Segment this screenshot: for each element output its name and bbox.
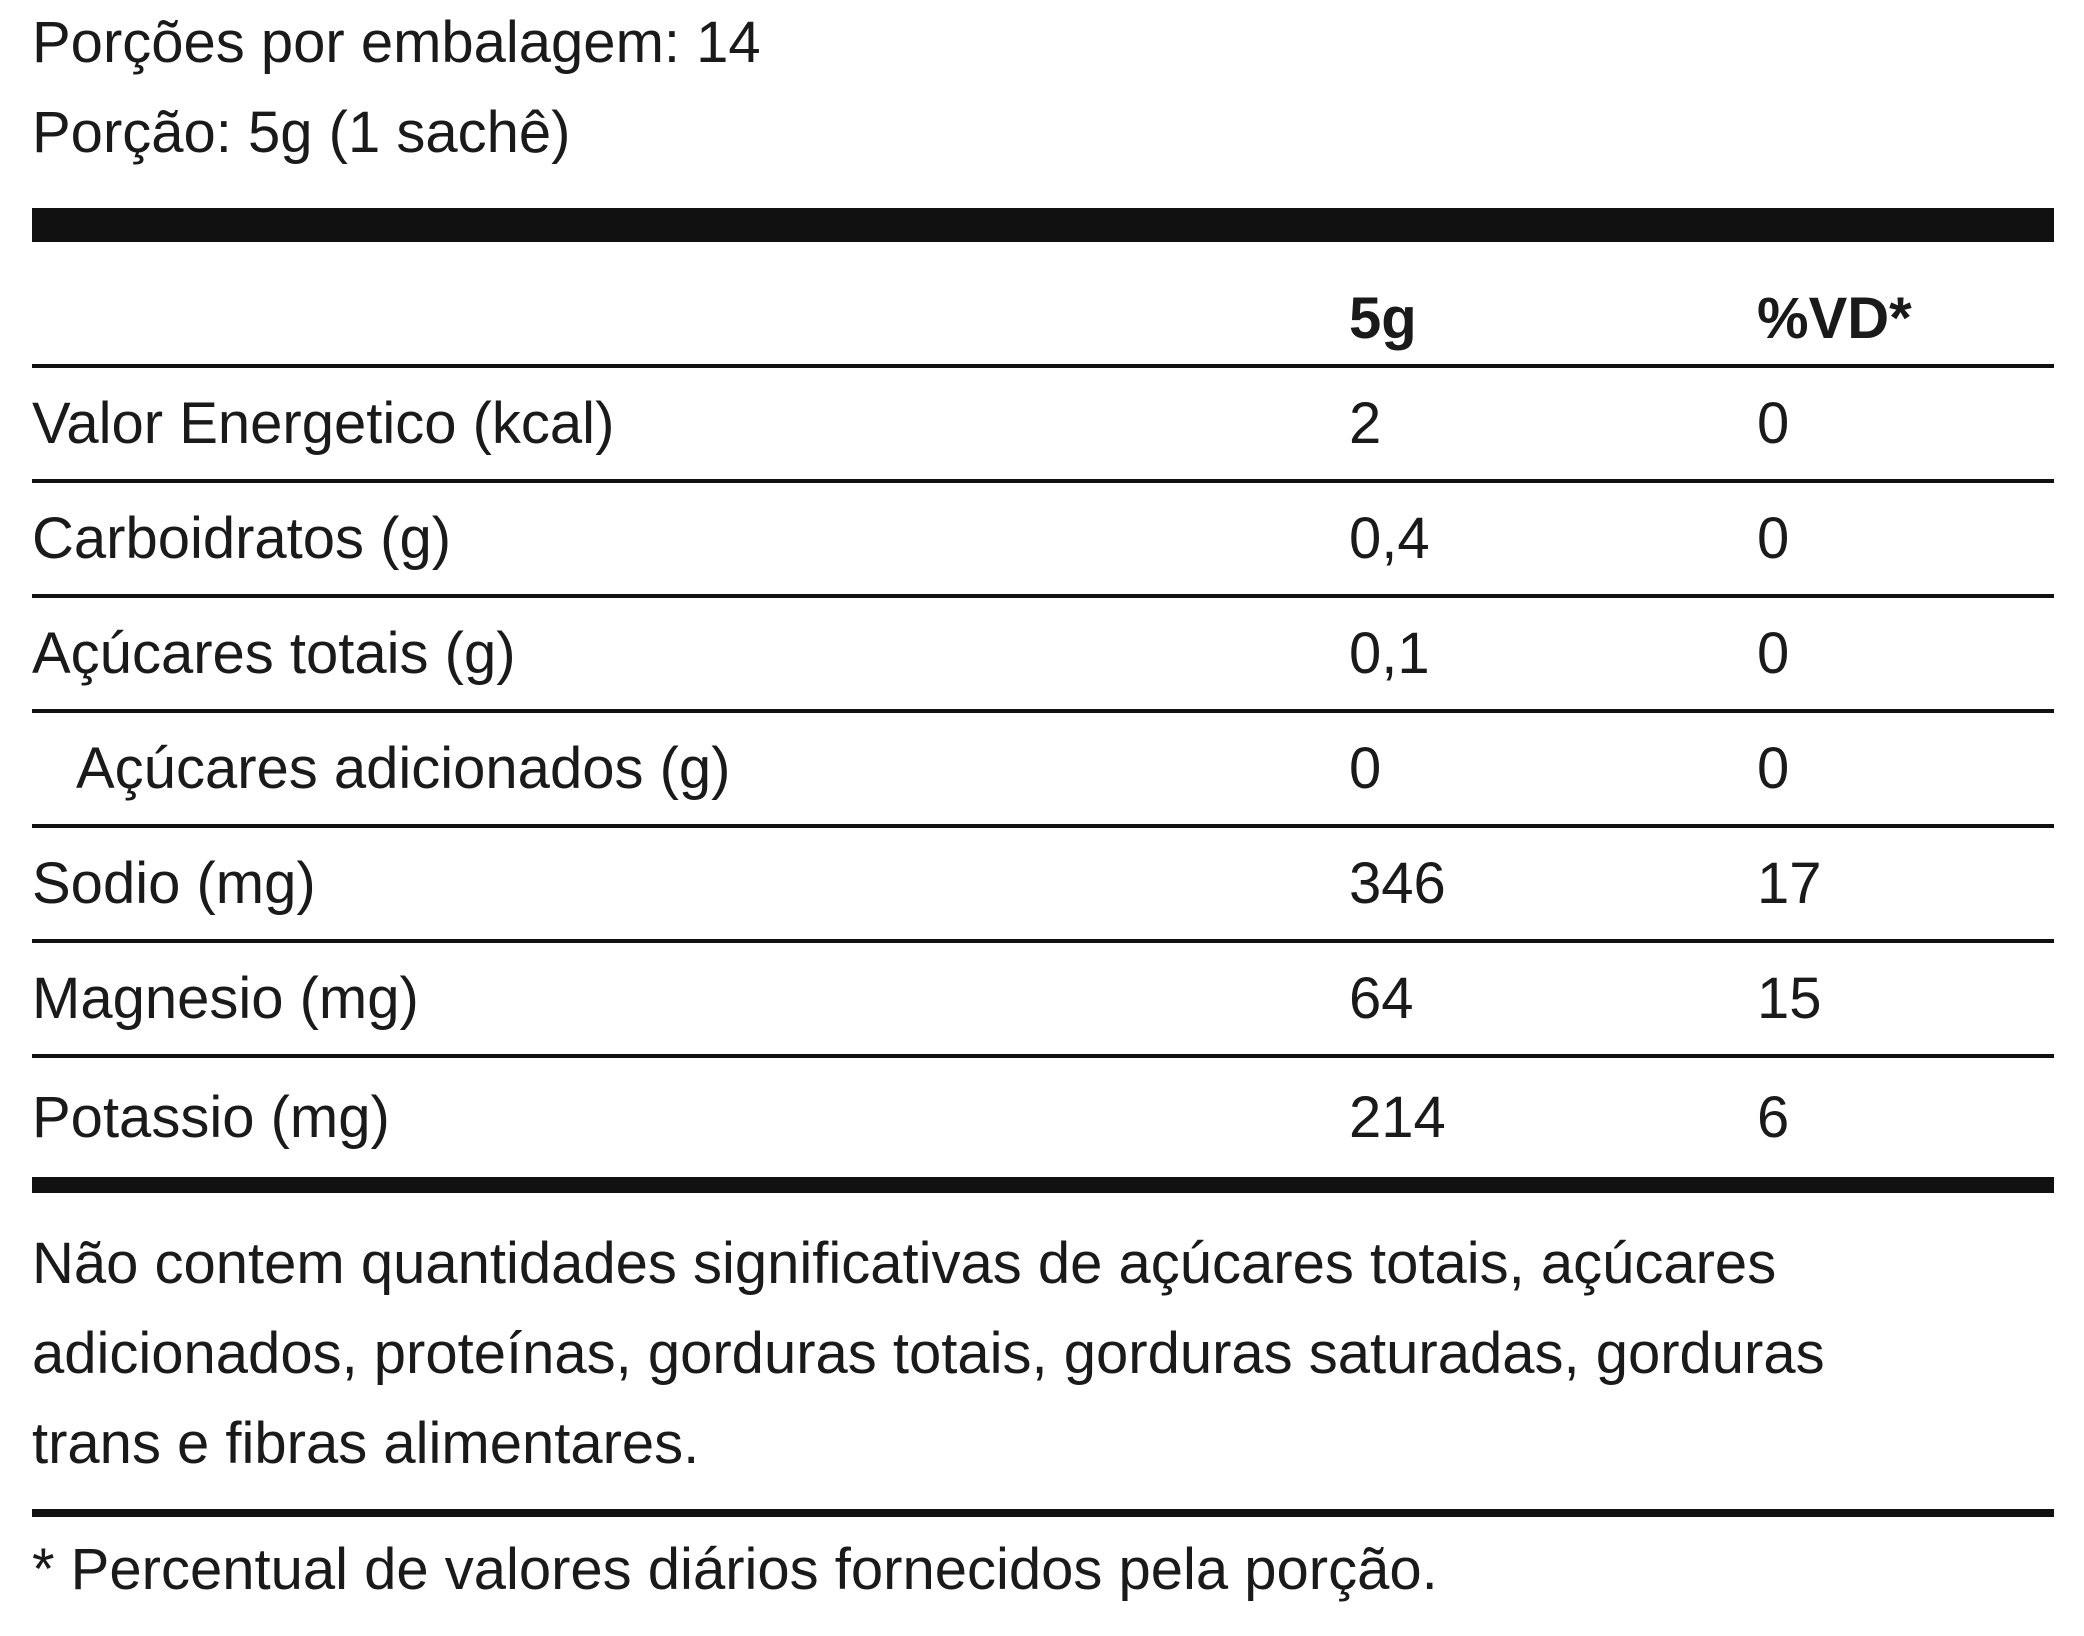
table-row: Açúcares adicionados (g) 0 0 (32, 713, 2054, 828)
table-row: Sodio (mg) 346 17 (32, 828, 2054, 943)
table-row: Carboidratos (g) 0,4 0 (32, 483, 2054, 598)
nutrient-name: Potassio (mg) (32, 1085, 390, 1150)
nutrient-name: Sodio (mg) (32, 851, 316, 916)
nutrient-dv: 15 (1757, 966, 1822, 1031)
table-row: Valor Energetico (kcal) 2 0 (32, 368, 2054, 483)
header-daily-value: %VD* (1757, 285, 1912, 351)
portion-size: Porção: 5g (1 sachê) (32, 100, 571, 165)
nutrient-name: Açúcares adicionados (g) (76, 736, 731, 801)
note-line-1: Não contem quantidades significativas de… (32, 1231, 1777, 1296)
footnote-divider (32, 1509, 2054, 1517)
nutrient-dv: 0 (1757, 621, 1790, 686)
nutrient-dv: 17 (1757, 851, 1822, 916)
nutrient-amount: 346 (1349, 851, 1446, 916)
nutrient-amount: 0,1 (1349, 621, 1430, 686)
daily-value-footnote: * Percentual de valores diários fornecid… (32, 1537, 1438, 1602)
servings-per-package: Porções por embalagem: 14 (32, 10, 761, 75)
nutrient-amount: 64 (1349, 966, 1414, 1031)
nutrition-label: Porções por embalagem: 14 Porção: 5g (1 … (32, 0, 2054, 1615)
nutrient-dv: 6 (1757, 1085, 1790, 1150)
not-significant-note: Não contem quantidades significativas de… (32, 1219, 2054, 1509)
nutrient-dv: 0 (1757, 506, 1790, 571)
nutrient-dv: 0 (1757, 391, 1790, 456)
note-line-3: trans e fibras alimentares. (32, 1411, 700, 1476)
nutrient-name: Carboidratos (g) (32, 506, 452, 571)
nutrient-amount: 0,4 (1349, 506, 1430, 571)
nutrient-name: Valor Energetico (kcal) (32, 391, 615, 456)
nutrient-amount: 214 (1349, 1085, 1446, 1150)
bottom-thick-bar (32, 1177, 2054, 1193)
header-amount: 5g (1349, 285, 1417, 351)
table-row: Açúcares totais (g) 0,1 0 (32, 598, 2054, 713)
table-row: Magnesio (mg) 64 15 (32, 943, 2054, 1058)
nutrient-name: Açúcares totais (g) (32, 621, 516, 686)
table-row: Potassio (mg) 214 6 (32, 1058, 2054, 1177)
nutrient-amount: 2 (1349, 391, 1382, 456)
nutrient-name: Magnesio (mg) (32, 966, 419, 1031)
table-header: 5g %VD* (32, 242, 2054, 368)
nutrient-dv: 0 (1757, 736, 1790, 801)
note-line-2: adicionados, proteínas, gorduras totais,… (32, 1321, 1825, 1386)
nutrient-amount: 0 (1349, 736, 1382, 801)
top-thick-bar (32, 208, 2054, 242)
